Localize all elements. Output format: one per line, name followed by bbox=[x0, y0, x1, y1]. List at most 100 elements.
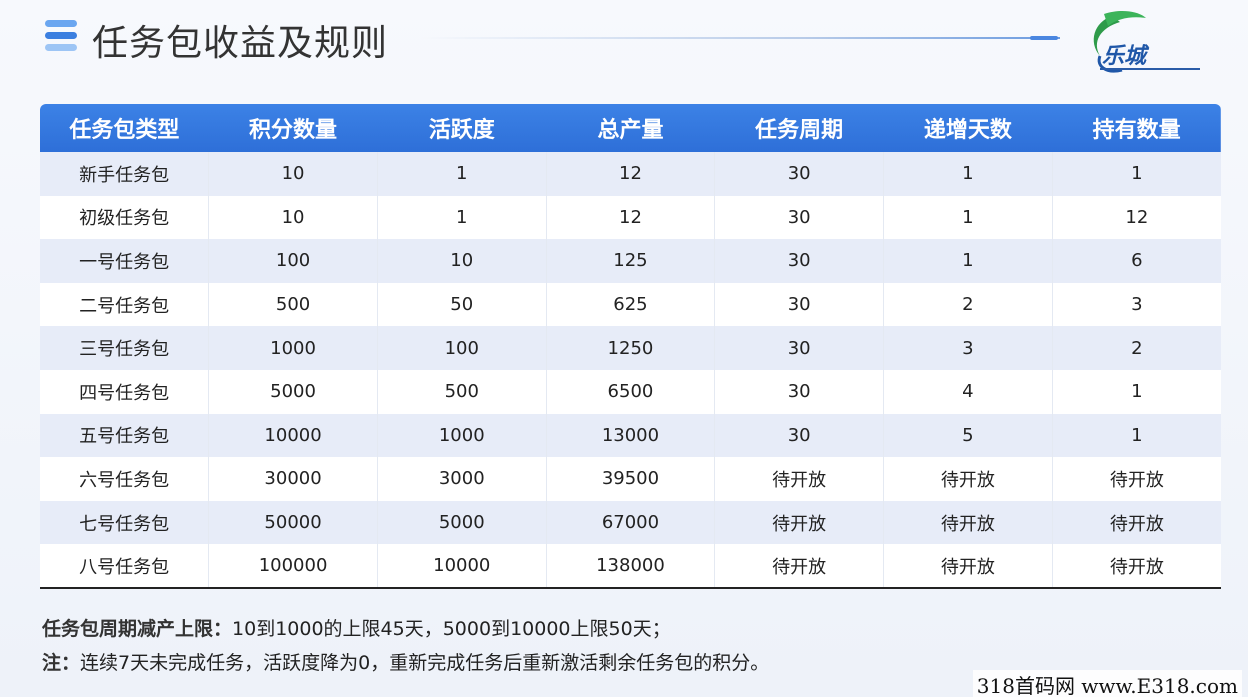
table-cell: 100000 bbox=[208, 544, 378, 589]
table-cell: 1 bbox=[883, 195, 1053, 240]
table-cell: 待开放 bbox=[883, 457, 1053, 501]
table-row: 五号任务包 10000 1000 13000 30 5 1 bbox=[40, 413, 1221, 458]
table-cell: 30 bbox=[714, 369, 885, 414]
table-cell: 二号任务包 bbox=[40, 282, 210, 327]
table-cell: 1000 bbox=[208, 326, 378, 370]
title-divider-accent bbox=[1030, 36, 1058, 40]
table-cell: 50000 bbox=[208, 500, 378, 545]
table-cell: 67000 bbox=[546, 500, 716, 545]
table-cell: 625 bbox=[546, 282, 716, 327]
notes: 任务包周期减产上限：10到1000的上限45天，5000到10000上限50天；… bbox=[42, 612, 769, 680]
table-cell: 待开放 bbox=[714, 500, 885, 545]
table-cell: 新手任务包 bbox=[40, 152, 210, 196]
table-cell: 五号任务包 bbox=[40, 413, 210, 458]
column-header: 总产量 bbox=[597, 118, 664, 143]
table-cell: 1 bbox=[883, 239, 1053, 283]
table-cell: 1 bbox=[377, 152, 547, 196]
note-line-2: 注：连续7天未完成任务，活跃度降为0，重新完成任务后重新激活剩余任务包的积分。 bbox=[42, 646, 769, 680]
table-row: 七号任务包 50000 5000 67000 待开放 待开放 待开放 bbox=[40, 500, 1221, 545]
table-cell: 100 bbox=[208, 239, 378, 283]
logo-underline bbox=[1100, 68, 1200, 70]
table-header-row: 任务包类型 积分数量 活跃度 总产量 任务周期 递增天数 持有数量 bbox=[40, 104, 1221, 152]
table-row: 六号任务包 30000 3000 39500 待开放 待开放 待开放 bbox=[40, 457, 1221, 501]
table-cell: 3000 bbox=[377, 457, 547, 501]
table-cell: 10000 bbox=[208, 413, 378, 458]
table-cell: 30 bbox=[714, 195, 885, 240]
table-cell: 1 bbox=[1052, 369, 1221, 414]
table-cell: 5000 bbox=[377, 500, 547, 545]
table-cell: 初级任务包 bbox=[40, 195, 210, 240]
table-cell: 500 bbox=[208, 282, 378, 327]
column-header: 任务包类型 bbox=[69, 118, 180, 143]
table-cell: 10 bbox=[208, 195, 378, 240]
table-cell: 待开放 bbox=[883, 544, 1053, 589]
table-cell: 39500 bbox=[546, 457, 716, 501]
table-row: 初级任务包 10 1 12 30 1 12 bbox=[40, 195, 1221, 240]
table-row: 二号任务包 500 50 625 30 2 3 bbox=[40, 282, 1221, 327]
table-cell: 125 bbox=[546, 239, 716, 283]
table-cell: 待开放 bbox=[1052, 457, 1221, 501]
page-title: 任务包收益及规则 bbox=[92, 23, 389, 64]
table-cell: 1 bbox=[377, 195, 547, 240]
table-cell: 1 bbox=[1052, 152, 1221, 196]
note-line-1: 任务包周期减产上限：10到1000的上限45天，5000到10000上限50天； bbox=[42, 612, 769, 646]
table-cell: 30 bbox=[714, 152, 885, 196]
table-cell: 待开放 bbox=[883, 500, 1053, 545]
table-cell: 1250 bbox=[546, 326, 716, 370]
brand-logo: 乐城 bbox=[1082, 8, 1202, 78]
table-cell: 5000 bbox=[208, 369, 378, 414]
table-cell: 一号任务包 bbox=[40, 239, 210, 283]
note-label-2: 注： bbox=[42, 652, 81, 674]
table-cell: 500 bbox=[377, 369, 547, 414]
table-row: 四号任务包 5000 500 6500 30 4 1 bbox=[40, 369, 1221, 414]
table-cell: 30 bbox=[714, 326, 885, 370]
task-package-table: 任务包类型 积分数量 活跃度 总产量 任务周期 递增天数 持有数量 新手任务包 10 1 12 30… bbox=[40, 104, 1221, 589]
table-cell: 50 bbox=[377, 282, 547, 327]
table-cell: 1 bbox=[1052, 413, 1221, 458]
table-cell: 4 bbox=[883, 369, 1053, 414]
table-cell: 1 bbox=[883, 152, 1053, 196]
column-header: 积分数量 bbox=[249, 118, 338, 143]
table-cell: 三号任务包 bbox=[40, 326, 210, 370]
table-cell: 30000 bbox=[208, 457, 378, 501]
column-header: 活跃度 bbox=[428, 118, 495, 143]
table-cell: 12 bbox=[546, 195, 716, 240]
table-cell: 30 bbox=[714, 282, 885, 327]
table-cell: 10000 bbox=[377, 544, 547, 589]
table-cell: 30 bbox=[714, 239, 885, 283]
table-cell: 待开放 bbox=[714, 544, 885, 589]
table-cell: 13000 bbox=[546, 413, 716, 458]
table-cell: 3 bbox=[883, 326, 1053, 370]
table-cell: 1000 bbox=[377, 413, 547, 458]
table-cell: 6 bbox=[1052, 239, 1221, 283]
table-cell: 待开放 bbox=[714, 457, 885, 501]
table-cell: 待开放 bbox=[1052, 500, 1221, 545]
table-row: 新手任务包 10 1 12 30 1 1 bbox=[40, 152, 1221, 196]
table-cell: 138000 bbox=[546, 544, 716, 589]
menu-icon bbox=[45, 20, 77, 56]
note-label-1: 任务包周期减产上限： bbox=[42, 618, 233, 640]
column-header: 任务周期 bbox=[755, 118, 844, 143]
note-text-1: 10到1000的上限45天，5000到10000上限50天； bbox=[232, 618, 671, 640]
table-cell: 八号任务包 bbox=[40, 544, 210, 589]
table-cell: 2 bbox=[883, 282, 1053, 327]
title-divider bbox=[420, 37, 1060, 39]
table-cell: 待开放 bbox=[1052, 544, 1221, 589]
note-text-2: 连续7天未完成任务，活跃度降为0，重新完成任务后重新激活剩余任务包的积分。 bbox=[80, 652, 770, 674]
table-row: 八号任务包 100000 10000 138000 待开放 待开放 待开放 bbox=[40, 544, 1221, 589]
table-cell: 2 bbox=[1052, 326, 1221, 370]
table-cell: 六号任务包 bbox=[40, 457, 210, 501]
page-header: 任务包收益及规则 乐城 bbox=[0, 0, 1248, 90]
table-cell: 七号任务包 bbox=[40, 500, 210, 545]
watermark: 318首码网 www.E318.com bbox=[972, 670, 1242, 697]
table-cell: 12 bbox=[546, 152, 716, 196]
table-cell: 30 bbox=[714, 413, 885, 458]
table-cell: 四号任务包 bbox=[40, 369, 210, 414]
table-cell: 10 bbox=[377, 239, 547, 283]
table-row: 一号任务包 100 10 125 30 1 6 bbox=[40, 239, 1221, 283]
table-cell: 5 bbox=[883, 413, 1053, 458]
table-cell: 10 bbox=[208, 152, 378, 196]
column-header: 递增天数 bbox=[923, 118, 1012, 143]
table-cell: 6500 bbox=[546, 369, 716, 414]
column-header: 持有数量 bbox=[1092, 118, 1181, 143]
